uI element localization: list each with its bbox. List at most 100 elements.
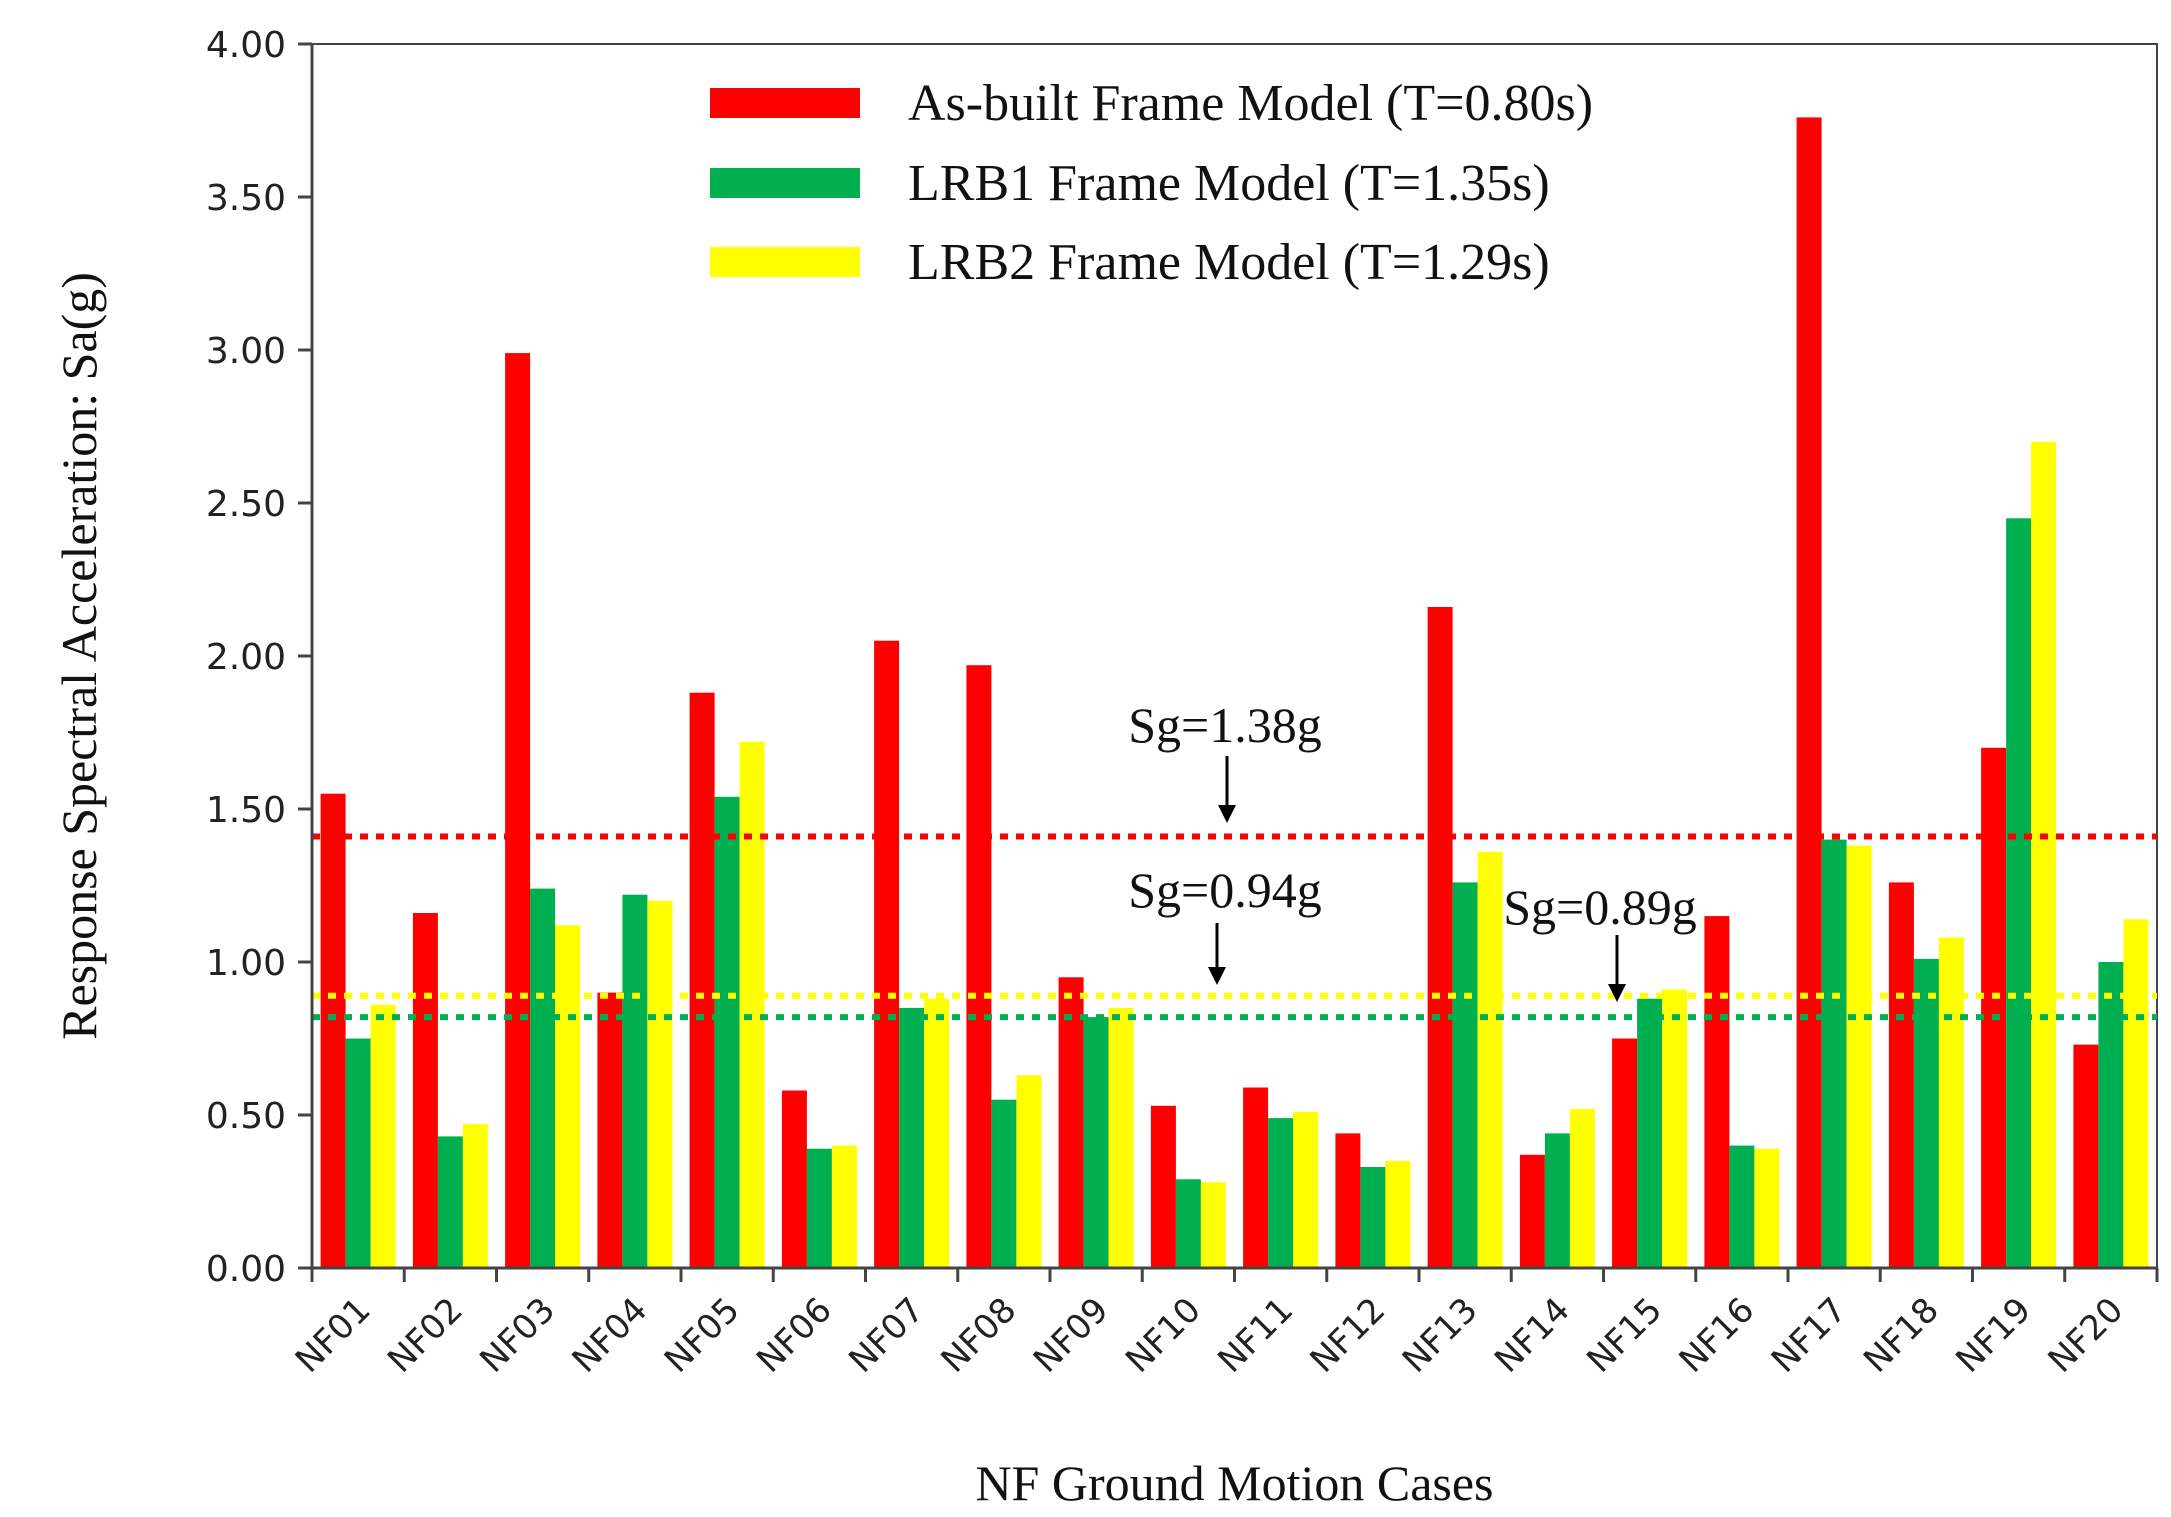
bar-nf06-series-1 [781, 1090, 807, 1268]
bar-nf18-series-3 [1938, 937, 1964, 1268]
bar-nf18-series-1 [1888, 882, 1914, 1268]
bar-nf12-series-2 [1360, 1167, 1386, 1268]
bar-nf14-series-3 [1569, 1108, 1595, 1268]
bar-nf17-series-3 [1846, 845, 1872, 1268]
bar-nf07-series-2 [899, 1007, 925, 1268]
legend-label-1: As-built Frame Model (T=0.80s) [908, 75, 1593, 132]
bar-nf08-series-1 [966, 665, 992, 1268]
reference-label-1: Sg=1.38g [1128, 697, 1322, 753]
legend-label-3: LRB2 Frame Model (T=1.29s) [908, 234, 1550, 291]
bar-nf16-series-2 [1729, 1145, 1755, 1268]
x-tick-label: NF01 [288, 1290, 379, 1381]
y-tick-label: 3.50 [206, 178, 286, 219]
bar-nf12-series-1 [1335, 1133, 1361, 1268]
bar-nf05-series-2 [714, 796, 740, 1268]
bar-nf09-series-1 [1058, 977, 1084, 1268]
x-tick-label: NF10 [1118, 1290, 1209, 1381]
plot-border [311, 43, 2158, 1269]
bar-nf10-series-1 [1150, 1105, 1176, 1268]
x-tick-label: NF03 [472, 1290, 563, 1381]
bar-nf13-series-1 [1427, 607, 1453, 1268]
x-tick-label: NF08 [934, 1290, 1025, 1381]
bar-nf17-series-1 [1796, 117, 1822, 1268]
bar-nf04-series-1 [597, 992, 623, 1268]
plot-frame [311, 43, 2158, 1269]
bar-nf04-series-2 [622, 894, 648, 1268]
x-tick-label: NF06 [749, 1290, 840, 1381]
x-axis-title: NF Ground Motion Cases [975, 1455, 1493, 1511]
bar-nf03-series-3 [555, 925, 581, 1268]
legend-swatch-2 [710, 168, 860, 198]
x-tick-label: NF16 [1672, 1290, 1763, 1381]
bar-nf15-series-2 [1637, 998, 1663, 1268]
x-tick-label: NF13 [1395, 1290, 1486, 1381]
bar-nf10-series-2 [1175, 1179, 1201, 1268]
y-tick-label: 0.50 [206, 1096, 286, 1137]
x-tick-label: NF15 [1579, 1290, 1670, 1381]
bar-nf07-series-3 [924, 998, 950, 1268]
bar-nf11-series-1 [1243, 1087, 1269, 1268]
bar-nf19-series-3 [2031, 441, 2057, 1268]
reference-label-3: Sg=0.89g [1503, 879, 1697, 935]
bar-nf13-series-3 [1477, 851, 1503, 1268]
bar-nf16-series-1 [1704, 916, 1730, 1268]
bar-nf01-series-1 [320, 793, 346, 1268]
bar-nf14-series-2 [1544, 1133, 1570, 1268]
x-tick-label: NF09 [1026, 1290, 1117, 1381]
bar-nf11-series-2 [1268, 1118, 1294, 1268]
bar-nf15-series-1 [1612, 1038, 1638, 1268]
x-tick-label: NF02 [380, 1290, 471, 1381]
bar-nf08-series-2 [991, 1099, 1017, 1268]
y-tick-label: 2.00 [206, 637, 286, 678]
x-tick-label: NF19 [1948, 1290, 2039, 1381]
reference-label-2: Sg=0.94g [1128, 862, 1322, 918]
bar-nf20-series-3 [2123, 919, 2149, 1268]
x-tick-label: NF05 [657, 1290, 748, 1381]
bar-nf05-series-1 [689, 692, 715, 1268]
bar-nf06-series-2 [806, 1148, 832, 1268]
legend: As-built Frame Model (T=0.80s) LRB1 Frame… [710, 75, 1593, 291]
bar-nf04-series-3 [647, 900, 673, 1268]
bar-nf10-series-3 [1200, 1182, 1226, 1268]
y-axis-title: Response Spectral Acceleration: Sa(g) [51, 272, 107, 1040]
x-tick-label: NF11 [1210, 1290, 1301, 1381]
bar-nf09-series-3 [1108, 1007, 1134, 1268]
annotation-arrow-head-1 [1218, 805, 1236, 823]
y-tick-label: 3.00 [206, 331, 286, 372]
bar-nf14-series-1 [1519, 1154, 1545, 1268]
bar-nf20-series-1 [2073, 1044, 2099, 1268]
bar-nf05-series-3 [739, 741, 765, 1268]
bar-nf03-series-1 [505, 353, 531, 1269]
reference-lines-group: Sg=1.38g Sg=0.94g Sg=0.89g [312, 697, 2157, 1021]
bar-nf07-series-1 [874, 640, 900, 1268]
bar-nf15-series-3 [1662, 989, 1688, 1268]
bar-nf08-series-3 [1016, 1075, 1042, 1268]
x-tick-label: NF18 [1856, 1290, 1947, 1381]
legend-label-2: LRB1 Frame Model (T=1.35s) [908, 155, 1550, 212]
x-tick-label: NF07 [841, 1290, 932, 1381]
bar-nf19-series-1 [1981, 747, 2007, 1268]
legend-swatch-1 [710, 88, 860, 118]
bar-nf11-series-3 [1293, 1111, 1319, 1268]
x-tick-label: NF17 [1764, 1290, 1855, 1381]
y-tick-label: 2.50 [206, 484, 286, 525]
bar-nf16-series-3 [1754, 1148, 1780, 1268]
annotation-arrow-head-3 [1608, 984, 1626, 1002]
bar-nf09-series-2 [1083, 1017, 1109, 1268]
bar-nf13-series-2 [1452, 882, 1478, 1268]
legend-swatch-3 [710, 247, 860, 277]
bar-nf18-series-2 [1913, 958, 1939, 1268]
y-tick-label: 0.00 [206, 1249, 286, 1290]
bar-nf02-series-1 [412, 913, 438, 1268]
x-tick-label: NF20 [2041, 1290, 2132, 1381]
x-tick-label: NF04 [565, 1290, 656, 1381]
bar-nf01-series-3 [370, 1004, 396, 1268]
bar-nf12-series-3 [1385, 1160, 1411, 1268]
bars-group [320, 117, 2149, 1269]
y-tick-label: 1.00 [206, 943, 286, 984]
x-tick-label: NF12 [1303, 1290, 1394, 1381]
bar-nf02-series-3 [462, 1124, 488, 1268]
y-tick-label: 1.50 [206, 790, 286, 831]
y-tick-label: 4.00 [206, 25, 286, 66]
